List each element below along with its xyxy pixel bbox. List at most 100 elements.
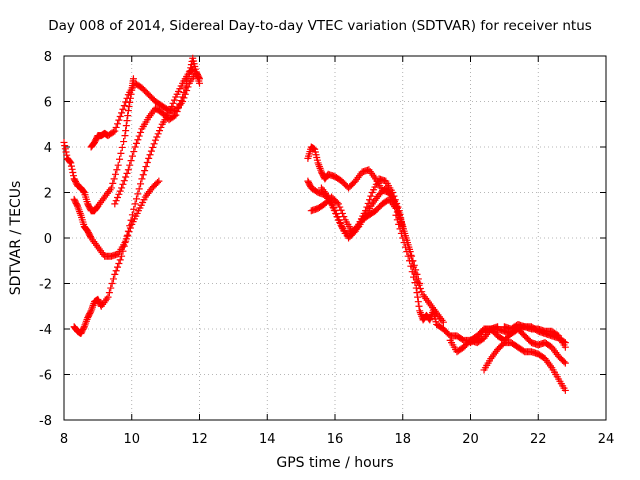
data-point [60,138,68,146]
data-point [414,298,422,306]
data-point [155,177,163,185]
data-point [138,175,146,183]
y-tick-label: -4 [39,323,52,338]
data-point [122,122,130,130]
data-point [338,209,346,217]
x-tick-label: 14 [259,432,276,447]
data-point [124,231,132,239]
data-point [80,324,88,332]
data-point [121,239,129,247]
data-point [407,262,415,270]
data-point [335,216,343,224]
data-point [115,190,123,198]
data-point [116,256,124,264]
data-point [114,194,122,202]
data-point [135,185,143,193]
data-point [561,359,569,367]
x-tick-label: 8 [60,432,68,447]
x-axis-label: GPS time / hours [276,455,394,471]
data-point [115,116,123,124]
series-track-1 [60,75,137,215]
data-point [399,234,407,242]
data-point [179,93,187,101]
data-point [168,103,176,111]
data-point [561,343,569,351]
data-point [124,112,132,120]
data-point [439,318,447,326]
data-point [328,200,336,208]
data-point [118,109,126,117]
data-point [108,280,116,287]
data-point [139,171,147,179]
data-point [413,289,421,297]
x-tick-label: 16 [327,432,344,447]
x-tick-label: 22 [530,432,547,447]
data-point [157,123,165,131]
data-point [401,243,409,251]
data-point [127,216,135,224]
y-axis-label: SDTVAR / TECUs [8,180,24,296]
data-point [350,229,358,237]
data-point [334,200,342,208]
data-point [111,270,119,278]
data-point [117,149,125,157]
data-point [111,200,119,208]
data-point [146,151,154,159]
data-point [334,213,342,221]
y-tick-label: 8 [44,50,52,65]
series-track-3 [70,177,163,260]
data-point [119,105,127,113]
data-point [107,284,115,292]
data-point [114,161,122,169]
data-point [177,97,185,105]
data-point [367,192,375,200]
data-point [63,151,71,159]
data-point [122,237,130,245]
data-point [560,358,568,366]
data-point [109,179,117,187]
data-point [124,227,132,235]
data-point [131,143,139,151]
data-point [132,195,140,203]
grid [64,56,606,420]
data-point [124,166,132,174]
x-tick-label: 18 [394,432,411,447]
data-point [67,162,75,170]
data-point [392,204,400,212]
data-point [67,159,75,167]
data-point [131,200,139,208]
x-tick-label: 12 [191,432,208,447]
y-tick-label: -2 [39,278,52,293]
data-point [134,136,142,144]
data-point [412,284,420,292]
data-point [411,279,419,287]
data-point [118,252,126,260]
data-point [337,206,345,214]
data-points [60,54,569,394]
data-point [123,117,131,125]
y-tick-label: -8 [39,414,52,429]
y-tick-label: 4 [44,141,52,156]
data-point [127,157,135,165]
data-point [174,104,182,112]
data-point [137,180,145,188]
data-point [145,154,153,162]
data-point [114,120,122,128]
data-point [561,386,569,394]
chart-title: Day 008 of 2014, Sidereal Day-to-day VTE… [48,18,592,34]
data-point [68,165,76,173]
y-tick-label: 6 [44,96,52,111]
data-point [183,79,191,87]
data-point [123,94,131,102]
data-point [120,138,128,146]
data-point [187,64,195,72]
data-point [62,148,70,156]
data-point [137,128,145,136]
data-point [156,127,164,135]
data-point [393,208,401,216]
y-tick-label: 0 [44,232,52,247]
data-point [61,145,69,153]
data-point [135,132,143,140]
y-tick-label: -6 [39,369,52,384]
data-point [112,197,120,205]
